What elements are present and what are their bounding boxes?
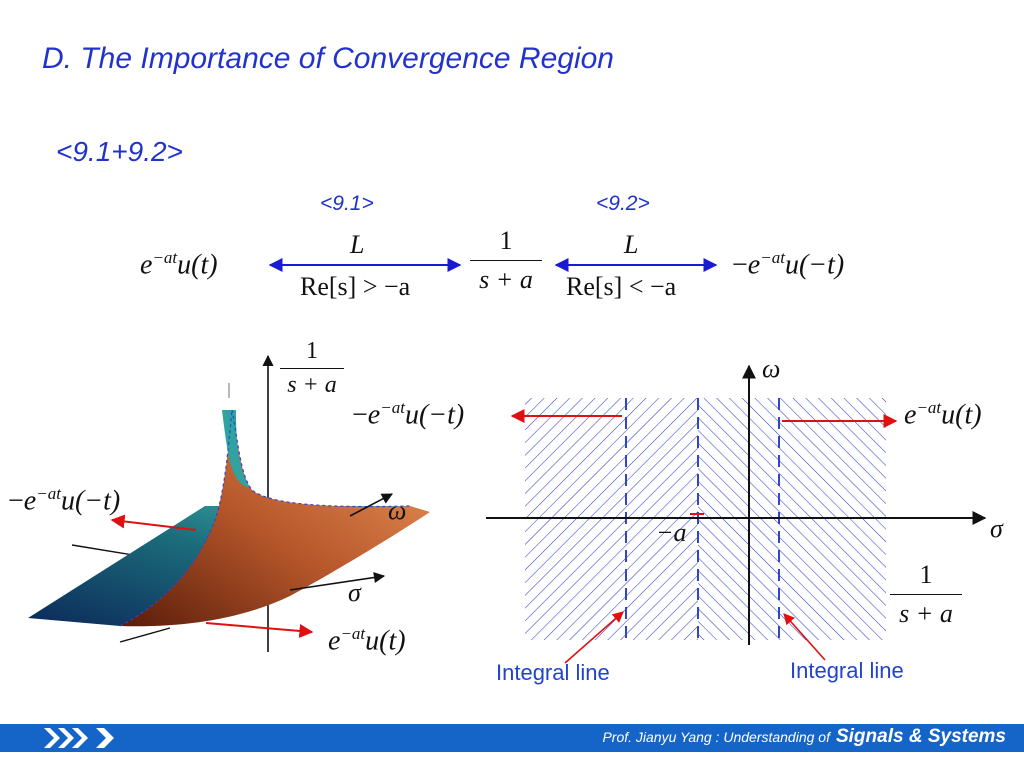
tag-9-2: <9.2> <box>596 192 650 215</box>
left-transform-label: L <box>350 230 365 259</box>
surface-left-signal: −e−atu(−t) <box>8 484 121 517</box>
slide-subtitle: <9.1+9.2> <box>56 136 183 167</box>
top-left-signal: e−atu(t) <box>140 248 218 281</box>
s-plane-left-signal: −e−atu(−t) <box>352 398 465 431</box>
surface-pole-edge <box>119 409 233 627</box>
tag-9-1: <9.1> <box>320 192 374 215</box>
integral-line-right-label: Integral line <box>790 658 904 683</box>
minus-a-label: −a <box>656 518 687 547</box>
center-fraction: 1 s + a <box>470 226 542 295</box>
right-roc-condition: Re[s] < −a <box>566 272 677 301</box>
top-right-signal: −e−atu(−t) <box>732 248 845 281</box>
surface-right-region <box>120 412 430 627</box>
s-plane <box>486 364 987 664</box>
center-fraction-numerator: 1 <box>499 226 513 255</box>
center-fraction-denominator: s + a <box>479 265 533 294</box>
fraction-bar <box>890 594 962 595</box>
footer-chevron-icon <box>96 728 114 748</box>
surface-peak-teal <box>222 410 250 488</box>
right-transform-label: L <box>624 230 639 259</box>
s-plane-fraction-numerator: 1 <box>919 560 933 589</box>
fraction-bar <box>470 260 542 261</box>
surface-right-red-arrow <box>205 622 314 638</box>
surface-left-red-arrow <box>110 514 197 531</box>
surface-fraction-denominator: s + a <box>287 372 337 398</box>
s-plane-fraction-denominator: s + a <box>899 599 953 628</box>
surface-peak-edge <box>231 409 411 508</box>
surface-fraction-numerator: 1 <box>306 338 318 364</box>
surface-omega-axis <box>349 493 393 517</box>
integral-callout-right <box>783 613 826 661</box>
slide-title: D. The Importance of Convergence Region <box>42 42 614 75</box>
surface-omega-label: ω <box>388 496 407 525</box>
surface-fraction: 1 s + a <box>280 338 344 399</box>
s-plane-right-signal: e−atu(t) <box>904 398 982 431</box>
footer-credit: Prof. Jianyu Yang : Understanding of Sign… <box>602 726 1006 748</box>
footer-bar <box>0 724 1024 752</box>
footer-author: Prof. Jianyu Yang : Understanding of <box>602 729 830 745</box>
s-plane-sigma-label: σ <box>990 514 1003 543</box>
surface-right-signal: e−atu(t) <box>328 624 406 657</box>
integral-line-left-label: Integral line <box>496 660 610 685</box>
fraction-bar <box>280 368 344 369</box>
surface-sigma-axis <box>289 571 386 591</box>
footer-brand: Signals & Systems <box>835 726 1006 747</box>
surface-sigma-label: σ <box>348 578 361 607</box>
s-plane-omega-label: ω <box>762 354 781 383</box>
footer-chevrons-icon <box>44 728 88 748</box>
surface-front-axis <box>119 627 171 643</box>
surface-plot <box>28 354 430 652</box>
left-roc-condition: Re[s] > −a <box>300 272 411 301</box>
s-plane-fraction: 1 s + a <box>890 560 962 629</box>
integral-callout-left <box>564 611 624 664</box>
